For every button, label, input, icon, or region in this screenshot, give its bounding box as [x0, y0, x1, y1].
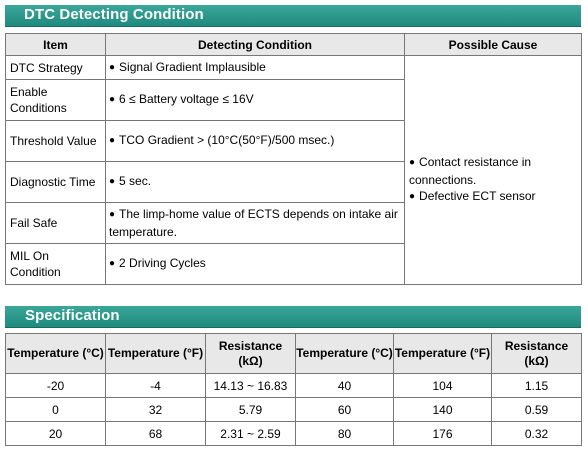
- header-resistance: Resistance (kΩ): [205, 333, 296, 374]
- condition-cell: 6 ≤ Battery voltage ≤ 16V: [105, 79, 405, 121]
- temp-f-cell: 176: [393, 421, 492, 446]
- temp-f-cell: 140: [393, 397, 492, 422]
- condition-cell: TCO Gradient > (10°C(50°F)/500 msec.): [105, 120, 405, 162]
- resistance-cell: 0.32: [491, 421, 582, 446]
- condition-text: TCO Gradient > (10°C(50°F)/500 msec.): [119, 133, 335, 147]
- bullet-icon: [109, 92, 119, 106]
- condition-text: 6 ≤ Battery voltage ≤ 16V: [119, 92, 254, 106]
- bullet-icon: [409, 189, 419, 203]
- header-temperature-c: Temperature (°C): [5, 333, 106, 374]
- table-row: Fail Safe The limp-home value of ECTS de…: [5, 202, 582, 244]
- table-row: DTC Strategy Signal Gradient Implausible…: [5, 55, 582, 285]
- condition-text: The limp-home value of ECTS depends on i…: [109, 207, 398, 239]
- header-temperature-f: Temperature (°F): [393, 333, 492, 374]
- spec-section-header: Specification: [5, 306, 581, 328]
- condition-cell: Signal Gradient Implausible: [105, 55, 405, 80]
- temp-f-cell: 68: [105, 421, 206, 446]
- temp-f-cell: 32: [105, 397, 206, 422]
- item-cell: Enable Conditions: [5, 79, 106, 121]
- possible-cause-cell: Contact resistance in connections. Defec…: [404, 55, 582, 285]
- resistance-cell: 1.15: [491, 373, 582, 398]
- header-item: Item: [5, 33, 106, 56]
- condition-text: Signal Gradient Implausible: [119, 59, 266, 74]
- bullet-icon: [109, 207, 119, 221]
- condition-cell: 5 sec.: [105, 161, 405, 203]
- bullet-icon: [109, 256, 119, 270]
- temp-c-cell: 60: [295, 397, 394, 422]
- bullet-icon: [109, 174, 119, 188]
- temp-f-cell: 104: [393, 373, 492, 398]
- header-resistance: Resistance (kΩ): [491, 333, 582, 374]
- table-row: 20 68 2.31 ~ 2.59 80 176 0.32: [5, 421, 582, 446]
- dtc-section-title: DTC Detecting Condition: [24, 6, 204, 23]
- resistance-cell: 2.31 ~ 2.59: [205, 421, 296, 446]
- bullet-icon: [109, 60, 119, 74]
- item-cell: MIL On Condition: [5, 243, 106, 285]
- temp-c-cell: 80: [295, 421, 394, 446]
- cause-text: Contact resistance in connections.: [409, 155, 532, 187]
- condition-text: 2 Driving Cycles: [119, 256, 206, 270]
- cause-text: Defective ECT sensor: [419, 189, 536, 203]
- dtc-table: Item Detecting Condition Possible Cause …: [5, 33, 582, 285]
- temp-f-cell: -4: [105, 373, 206, 398]
- dtc-header-row: Item Detecting Condition Possible Cause: [5, 33, 582, 56]
- table-row: 0 32 5.79 60 140 0.59: [5, 397, 582, 422]
- resistance-cell: 0.59: [491, 397, 582, 422]
- table-row: -20 -4 14.13 ~ 16.83 40 104 1.15: [5, 373, 582, 398]
- condition-cell: 2 Driving Cycles: [105, 243, 405, 285]
- table-row: Enable Conditions 6 ≤ Battery voltage ≤ …: [5, 79, 582, 121]
- header-temperature-f: Temperature (°F): [105, 333, 206, 374]
- temp-c-cell: -20: [5, 373, 106, 398]
- resistance-cell: 5.79: [205, 397, 296, 422]
- table-row: Diagnostic Time 5 sec.: [5, 161, 582, 203]
- table-row: Threshold Value TCO Gradient > (10°C(50°…: [5, 120, 582, 162]
- bullet-icon: [409, 155, 419, 169]
- temp-c-cell: 20: [5, 421, 106, 446]
- header-possible-cause: Possible Cause: [404, 33, 582, 56]
- table-row: MIL On Condition 2 Driving Cycles: [5, 243, 582, 285]
- spec-header-row: Temperature (°C) Temperature (°F) Resist…: [5, 333, 582, 374]
- cause-item: Defective ECT sensor: [409, 188, 577, 206]
- temp-c-cell: 40: [295, 373, 394, 398]
- condition-cell: The limp-home value of ECTS depends on i…: [105, 202, 405, 244]
- item-cell: Threshold Value: [5, 120, 106, 162]
- header-temperature-c: Temperature (°C): [295, 333, 394, 374]
- item-cell: Fail Safe: [5, 202, 106, 244]
- temp-c-cell: 0: [5, 397, 106, 422]
- bullet-icon: [109, 133, 119, 147]
- cause-item: Contact resistance in connections.: [409, 154, 577, 188]
- condition-text: 5 sec.: [119, 174, 152, 188]
- dtc-section-header: DTC Detecting Condition: [5, 5, 581, 27]
- header-detecting-condition: Detecting Condition: [105, 33, 405, 56]
- resistance-cell: 14.13 ~ 16.83: [205, 373, 296, 398]
- item-cell: Diagnostic Time: [5, 161, 106, 203]
- item-cell: DTC Strategy: [5, 55, 106, 80]
- spec-table: Temperature (°C) Temperature (°F) Resist…: [5, 333, 582, 446]
- spec-section-title: Specification: [25, 307, 120, 324]
